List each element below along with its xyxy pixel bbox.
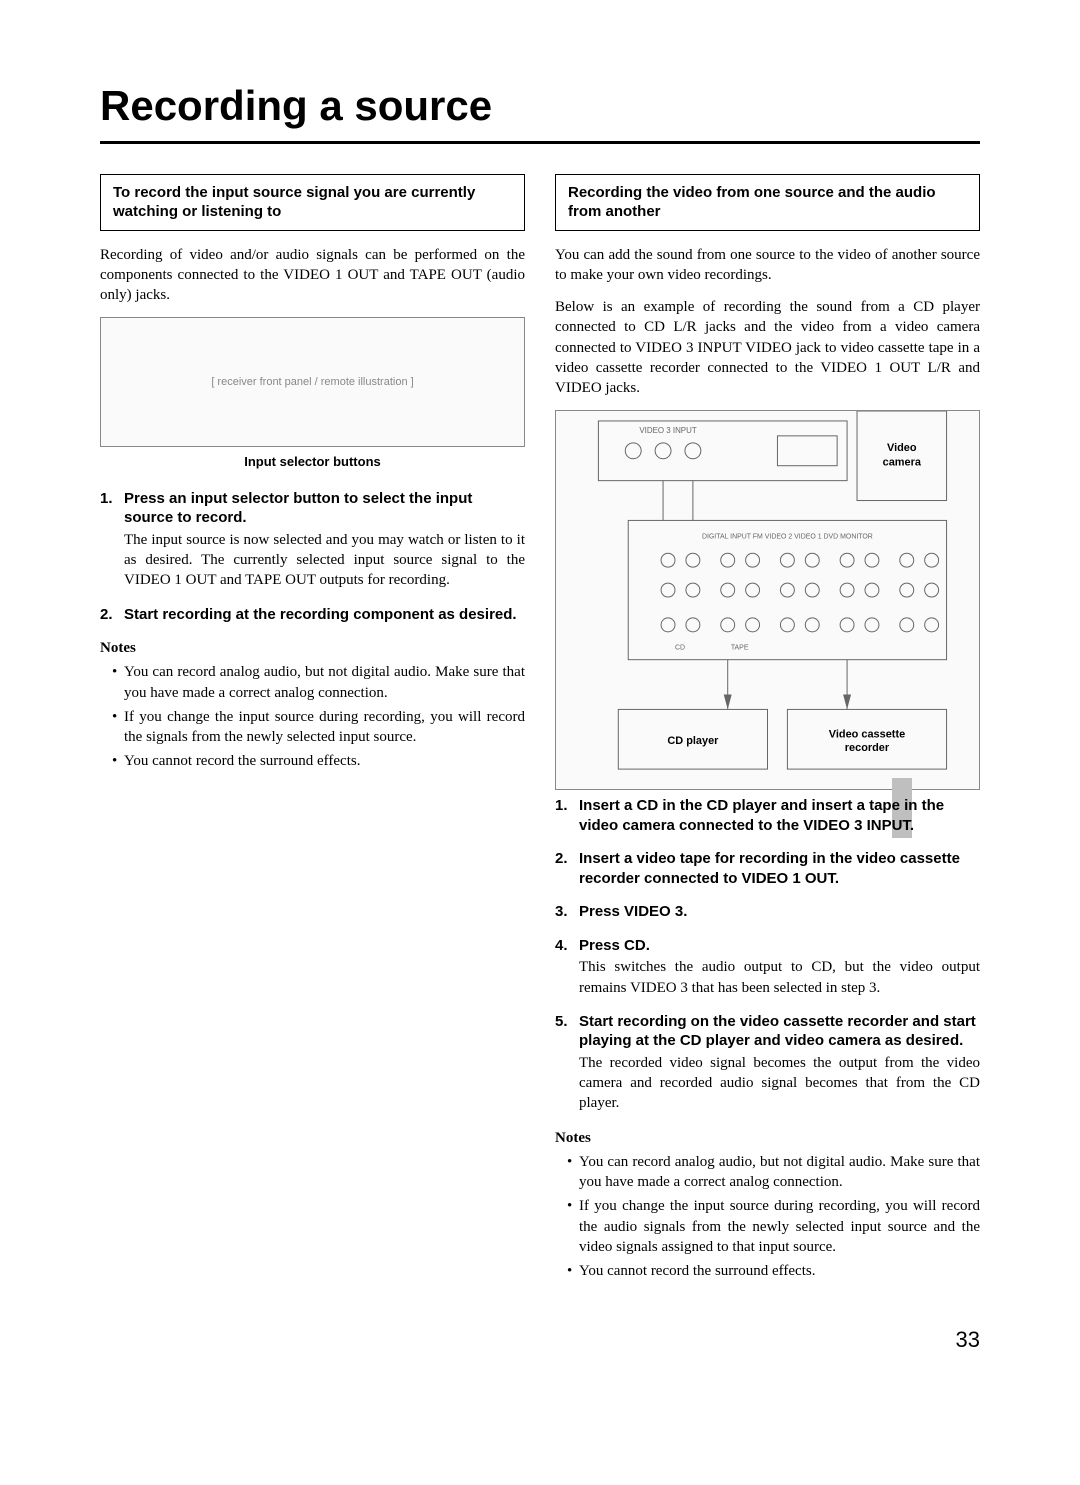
- right-step-3: Press VIDEO 3.: [555, 902, 980, 922]
- content-columns: To record the input source signal you ar…: [100, 174, 980, 1286]
- right-step-4: Press CD. This switches the audio output…: [555, 936, 980, 998]
- label-video-camera: Video: [887, 442, 917, 454]
- left-intro: Recording of video and/or audio signals …: [100, 245, 525, 306]
- svg-text:camera: camera: [883, 457, 922, 469]
- right-notes-head: Notes: [555, 1128, 980, 1148]
- left-notes-head: Notes: [100, 638, 525, 658]
- right-step-3-head: Press VIDEO 3.: [579, 902, 980, 922]
- left-step-2-head: Start recording at the recording compone…: [124, 605, 525, 625]
- right-step-1: Insert a CD in the CD player and insert …: [555, 796, 980, 835]
- svg-text:recorder: recorder: [845, 743, 890, 755]
- page-number: 33: [100, 1325, 980, 1355]
- right-step-1-head: Insert a CD in the CD player and insert …: [579, 796, 980, 835]
- left-diagram: [ receiver front panel / remote illustra…: [100, 317, 525, 447]
- right-note-2: If you change the input source during re…: [567, 1196, 980, 1257]
- label-cd-player: CD player: [667, 736, 719, 748]
- left-step-1-body: The input source is now selected and you…: [124, 530, 525, 591]
- left-steps: Press an input selector button to select…: [100, 489, 525, 624]
- right-note-1: You can record analog audio, but not dig…: [567, 1152, 980, 1193]
- left-column: To record the input source signal you ar…: [100, 174, 525, 1286]
- right-intro-2: Below is an example of recording the sou…: [555, 297, 980, 398]
- left-diagram-caption: Input selector buttons: [100, 453, 525, 471]
- left-notes: You can record analog audio, but not dig…: [100, 662, 525, 771]
- right-step-4-body: This switches the audio output to CD, bu…: [579, 957, 980, 998]
- page-title: Recording a source: [100, 78, 980, 144]
- right-notes: You can record analog audio, but not dig…: [555, 1152, 980, 1282]
- svg-text:VIDEO 3 INPUT: VIDEO 3 INPUT: [639, 426, 696, 435]
- left-note-3: You cannot record the surround effects.: [112, 751, 525, 771]
- svg-text:DIGITAL INPUT FM VIDEO 2 VI: DIGITAL INPUT FM VIDEO 2 VIDEO 1 DVD MON…: [702, 534, 873, 541]
- right-diagram: VIDEO 3 INPUT Video camera DIGITAL INPUT…: [555, 410, 980, 790]
- left-note-2: If you change the input source during re…: [112, 707, 525, 748]
- right-intro-1: You can add the sound from one source to…: [555, 245, 980, 286]
- right-step-5-body: The recorded video signal becomes the ou…: [579, 1053, 980, 1114]
- left-section-heading: To record the input source signal you ar…: [100, 174, 525, 231]
- right-section-heading: Recording the video from one source and …: [555, 174, 980, 231]
- right-step-5-head: Start recording on the video cassette re…: [579, 1012, 980, 1051]
- right-step-4-head: Press CD.: [579, 936, 980, 956]
- label-vcr: Video cassette: [829, 729, 905, 741]
- right-step-2: Insert a video tape for recording in the…: [555, 849, 980, 888]
- right-column: Recording the video from one source and …: [555, 174, 980, 1286]
- connection-diagram-svg: VIDEO 3 INPUT Video camera DIGITAL INPUT…: [556, 411, 979, 789]
- right-steps: Insert a CD in the CD player and insert …: [555, 796, 980, 1113]
- left-step-1-head: Press an input selector button to select…: [124, 489, 525, 528]
- left-step-1: Press an input selector button to select…: [100, 489, 525, 591]
- right-note-3: You cannot record the surround effects.: [567, 1261, 980, 1281]
- svg-text:TAPE: TAPE: [731, 645, 749, 652]
- right-step-2-head: Insert a video tape for recording in the…: [579, 849, 980, 888]
- right-step-5: Start recording on the video cassette re…: [555, 1012, 980, 1114]
- svg-text:CD: CD: [675, 645, 685, 652]
- left-step-2: Start recording at the recording compone…: [100, 605, 525, 625]
- left-note-1: You can record analog audio, but not dig…: [112, 662, 525, 703]
